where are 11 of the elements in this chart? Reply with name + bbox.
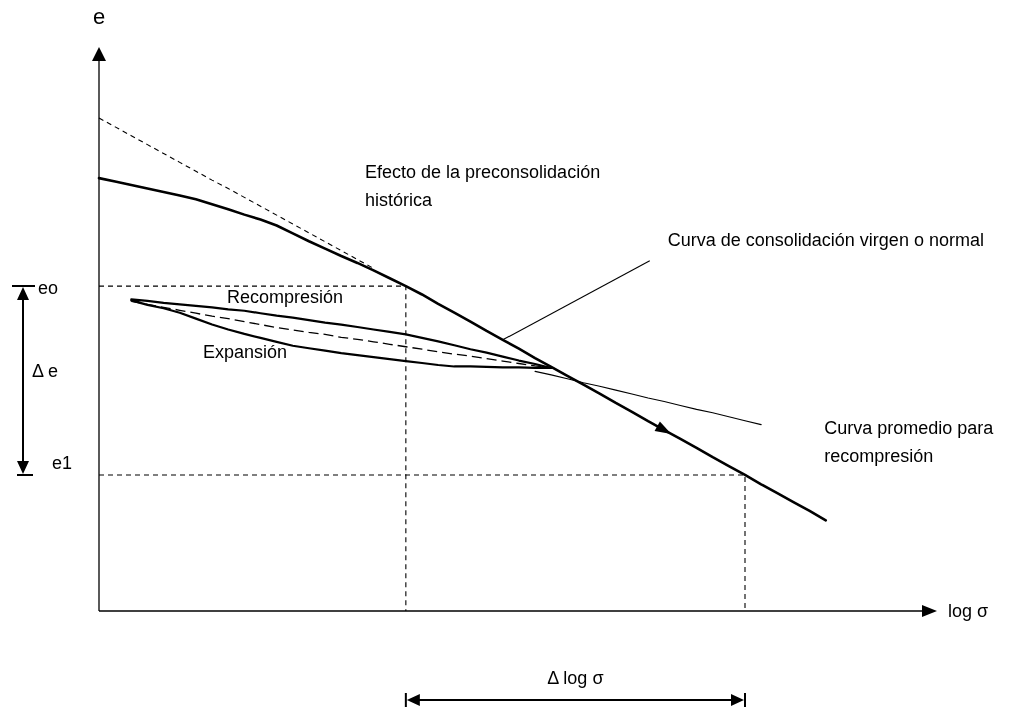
y-axis-title: e xyxy=(92,4,106,29)
text: e1 xyxy=(52,452,73,473)
annotation: Curva de consolidación virgen o normal xyxy=(667,229,984,250)
annotation: Expansión xyxy=(202,342,288,362)
text: Δ e xyxy=(32,360,59,381)
x-axis-title: log σ xyxy=(948,601,989,621)
annotation: Efecto de la preconsolidación histórica xyxy=(365,162,601,210)
text: Δ log σ xyxy=(547,668,604,688)
annotation: Recompresión xyxy=(226,287,344,307)
annotation: Curva promedio para recompresión xyxy=(824,417,995,466)
text: eo xyxy=(38,278,59,299)
